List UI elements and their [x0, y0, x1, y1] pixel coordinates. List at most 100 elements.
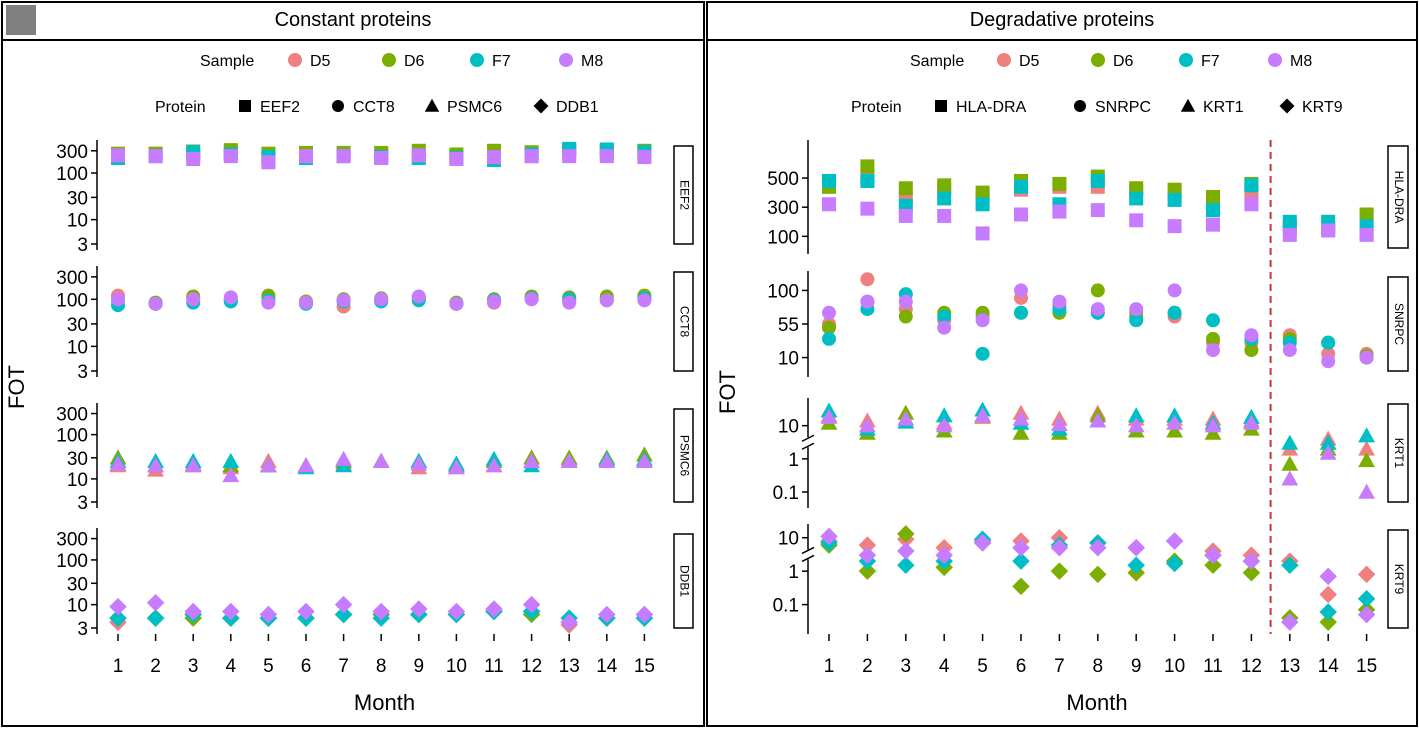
axis-break-mark: [801, 554, 815, 563]
legend-protein-label: Protein: [155, 99, 206, 116]
x-tick-label: 1: [113, 656, 124, 677]
facet-strip-label: HLA-DRA: [1392, 171, 1406, 224]
x-tick-label: 6: [1016, 656, 1027, 677]
legend-label-m8: M8: [1290, 53, 1312, 70]
point-m8-month-2: [146, 594, 165, 612]
point-m8-month-8: [1089, 412, 1107, 428]
y-tick-label: 100: [767, 281, 799, 302]
point-f7-month-13: [1282, 214, 1297, 229]
axis-break-gap: [805, 549, 811, 560]
facet-strip: [1387, 403, 1409, 503]
point-m8-month-8: [1089, 539, 1107, 557]
y-axis-label: FOT: [4, 365, 29, 409]
legend-swatch-f7: [1179, 53, 1193, 67]
legend-protein-label: Protein: [851, 99, 902, 116]
x-tick-label: 1: [824, 656, 835, 677]
legend-protein-krt1: KRT1: [1203, 99, 1244, 116]
legend-label-d5: D5: [310, 53, 331, 70]
point-m8-month-13: [1282, 343, 1297, 358]
point-f7-month-13: [1281, 556, 1299, 575]
point-m8-month-14: [598, 605, 616, 624]
y-tick-label: 55: [778, 315, 799, 336]
point-m8-month-2: [860, 294, 875, 309]
legend-protein-snrpc: SNRPC: [1095, 99, 1151, 116]
point-f7-month-2: [146, 609, 165, 627]
point-m8-month-10: [449, 296, 464, 311]
point-m8-month-15: [637, 293, 652, 308]
point-m8-month-11: [487, 294, 501, 309]
x-tick-label: 13: [559, 656, 580, 677]
point-f7-month-14: [1321, 335, 1336, 350]
point-m8-month-9: [1129, 213, 1144, 228]
point-f7-month-5: [975, 346, 990, 361]
y-tick-label: 100: [56, 164, 88, 185]
point-d6-month-11: [1206, 331, 1220, 346]
legend-label-d6: D6: [404, 53, 425, 70]
x-tick-label: 15: [634, 656, 655, 677]
point-m8-month-6: [299, 149, 313, 164]
point-m8-month-4: [222, 602, 240, 621]
axis-break-mark: [801, 546, 815, 555]
point-m8-month-6: [1014, 207, 1028, 222]
point-m8-month-2: [860, 201, 875, 216]
legend-protein-psmc6: PSMC6: [447, 99, 502, 116]
legend-sample-label: Sample: [200, 53, 254, 70]
point-m8-month-1: [822, 197, 836, 212]
point-m8-month-4: [223, 149, 238, 164]
point-m8-month-13: [1282, 227, 1297, 242]
point-d5-month-15: [1357, 565, 1376, 584]
y-tick-label: 0.1: [773, 596, 799, 617]
point-m8-month-12: [524, 292, 539, 307]
point-m8-month-10: [447, 602, 466, 621]
legend-shape-square: [239, 100, 251, 112]
x-tick-label: 9: [1131, 656, 1142, 677]
point-m8-month-9: [411, 148, 426, 163]
y-tick-label: 0.1: [773, 483, 799, 504]
point-d6-month-11: [1206, 190, 1220, 204]
point-m8-month-5: [975, 226, 990, 241]
point-m8-month-11: [1204, 417, 1222, 433]
panel-constant: Constant proteins Sample D5 D6 F7 M8 Protein EE…: [1, 1, 705, 727]
point-d6-month-2: [858, 562, 877, 580]
facet-krt9: 0.1 1 10 KRT9: [773, 524, 1409, 634]
y-tick-label: 10: [778, 529, 799, 550]
y-tick-label: 100: [56, 551, 88, 572]
point-f7-month-9: [1129, 313, 1144, 328]
point-m8-month-1: [111, 292, 125, 307]
point-d6-month-11: [1204, 556, 1222, 575]
x-tick-label: 8: [1093, 656, 1104, 677]
facet-strip: [1387, 145, 1409, 249]
point-d6-month-12: [1242, 563, 1261, 582]
x-tick-label: 5: [263, 656, 274, 677]
point-m8-month-6: [1012, 410, 1030, 426]
point-f7-month-12: [1244, 178, 1259, 193]
point-f7-month-4: [222, 452, 240, 468]
point-m8-month-14: [598, 452, 616, 468]
x-tick-label: 4: [226, 656, 237, 677]
point-d6-month-6: [1012, 577, 1030, 596]
point-m8-month-13: [560, 613, 578, 632]
point-m8-month-11: [1206, 217, 1220, 232]
point-d6-month-15: [1359, 207, 1374, 222]
point-m8-month-8: [1090, 203, 1105, 218]
point-d6-month-7: [1050, 562, 1069, 580]
y-tick-label: 100: [56, 426, 88, 447]
point-m8-month-10: [1165, 532, 1184, 550]
axis-break-gap: [805, 437, 811, 448]
x-tick-label: 7: [338, 656, 349, 677]
point-d5-month-2: [860, 272, 875, 287]
x-tick-label: 10: [1164, 656, 1185, 677]
x-tick-label: 2: [862, 656, 873, 677]
point-d6-month-8: [1089, 565, 1107, 584]
point-d6-month-2: [860, 159, 875, 174]
point-f7-month-8: [1090, 173, 1105, 188]
y-tick-label: 300: [56, 268, 88, 289]
point-m8-month-9: [1127, 417, 1145, 433]
point-m8-month-4: [937, 320, 952, 335]
point-m8-month-6: [297, 602, 315, 621]
